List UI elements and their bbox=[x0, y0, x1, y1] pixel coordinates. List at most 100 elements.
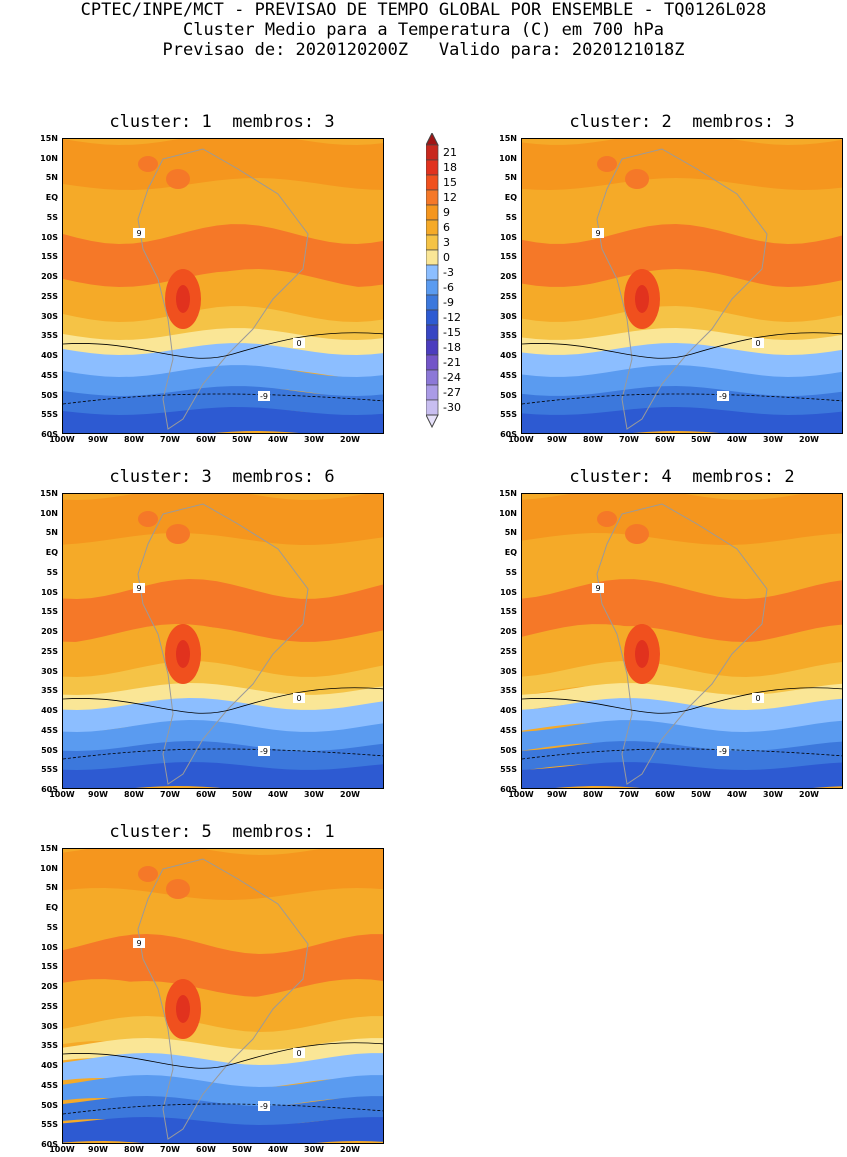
colorbar-swatch bbox=[425, 159, 439, 176]
lon-tick-label: 80W bbox=[124, 1145, 144, 1154]
lon-tick-label: 50W bbox=[232, 790, 252, 799]
lon-tick-label: 40W bbox=[727, 435, 747, 444]
lon-tick-label: 90W bbox=[88, 1145, 108, 1154]
contour-label-warm: 9 bbox=[136, 939, 141, 948]
lon-tick-label: 40W bbox=[727, 790, 747, 799]
colorbar-swatch bbox=[425, 249, 439, 266]
lon-tick-label: 100W bbox=[49, 435, 75, 444]
header-line-3: Previsao de: 2020120200Z Valido para: 20… bbox=[162, 40, 685, 60]
lat-tick-label: 45S bbox=[41, 370, 58, 380]
lat-tick-label: 60S bbox=[500, 785, 517, 794]
lon-tick-label: 100W bbox=[49, 1145, 75, 1154]
lat-tick-label: 10N bbox=[499, 508, 517, 518]
lat-tick-label: 30S bbox=[41, 1021, 58, 1031]
colorbar-swatch bbox=[425, 234, 439, 251]
colorbar-swatch bbox=[425, 309, 439, 326]
lon-tick-label: 20W bbox=[340, 1145, 360, 1154]
lat-tick-label: 15S bbox=[500, 607, 517, 617]
contour-label-zero: 0 bbox=[296, 339, 301, 348]
lon-tick-label: 90W bbox=[88, 435, 108, 444]
lat-tick-label: 25S bbox=[41, 291, 58, 301]
lon-tick-label: 30W bbox=[763, 435, 783, 444]
contour-label-zero: 0 bbox=[296, 694, 301, 703]
lat-tick-label: 15N bbox=[499, 134, 517, 143]
lat-tick-label: 30S bbox=[41, 311, 58, 321]
colorbar-swatch bbox=[425, 354, 439, 371]
lat-tick-label: 50S bbox=[41, 1100, 58, 1110]
cluster-map-5: 9 0 -9 bbox=[62, 848, 384, 1144]
lat-tick-label: 10N bbox=[40, 863, 58, 873]
lat-tick-label: 5N bbox=[45, 883, 58, 893]
lat-tick-label: 30S bbox=[500, 666, 517, 676]
lat-tick-label: 10N bbox=[40, 153, 58, 163]
colorbar-swatch bbox=[425, 339, 439, 356]
cluster-map-4: 9 0 -9 bbox=[521, 493, 843, 789]
lon-tick-label: 60W bbox=[655, 435, 675, 444]
lat-tick-label: 40S bbox=[41, 706, 58, 716]
contour-label-warm: 9 bbox=[595, 584, 600, 593]
colorbar-swatch bbox=[425, 204, 439, 221]
lat-tick-label: 25S bbox=[500, 646, 517, 656]
panel-title-3: cluster: 3 membros: 6 bbox=[109, 467, 335, 487]
colorbar-label: -3 bbox=[443, 266, 454, 279]
lat-tick-label: 40S bbox=[41, 351, 58, 361]
lat-tick-label: 5N bbox=[45, 173, 58, 183]
lon-tick-label: 70W bbox=[619, 435, 639, 444]
lon-tick-label: 40W bbox=[268, 435, 288, 444]
lat-tick-label: 50S bbox=[41, 745, 58, 755]
lat-tick-label: EQ bbox=[45, 903, 58, 913]
lon-tick-label: 100W bbox=[508, 790, 534, 799]
contour-label-cold: -9 bbox=[260, 392, 268, 401]
lon-tick-label: 60W bbox=[196, 1145, 216, 1154]
lon-tick-label: 30W bbox=[304, 790, 324, 799]
cluster-map-2: 9 0 -9 bbox=[521, 138, 843, 434]
colorbar-label: -24 bbox=[443, 371, 461, 384]
colorbar-swatch bbox=[425, 294, 439, 311]
temperature-field: 9 0 -9 bbox=[63, 494, 383, 788]
temperature-field: 9 0 -9 bbox=[522, 494, 842, 788]
lat-tick-label: 35S bbox=[500, 331, 517, 341]
lon-tick-label: 50W bbox=[691, 435, 711, 444]
lat-tick-label: 50S bbox=[500, 390, 517, 400]
lon-tick-label: 80W bbox=[583, 435, 603, 444]
lon-tick-label: 100W bbox=[508, 435, 534, 444]
colorbar-swatch bbox=[425, 264, 439, 281]
contour-label-cold: -9 bbox=[260, 747, 268, 756]
lat-tick-label: 55S bbox=[41, 1120, 58, 1130]
lon-tick-label: 40W bbox=[268, 1145, 288, 1154]
contour-label-cold: -9 bbox=[719, 747, 727, 756]
lat-tick-label: 5N bbox=[504, 528, 517, 538]
colorbar-swatch bbox=[425, 324, 439, 341]
lat-tick-label: 30S bbox=[41, 666, 58, 676]
colorbar-max-arrow bbox=[425, 131, 439, 146]
lat-tick-label: 10N bbox=[499, 153, 517, 163]
lon-tick-label: 30W bbox=[763, 790, 783, 799]
lat-tick-label: 15N bbox=[40, 134, 58, 143]
colorbar-swatch bbox=[425, 384, 439, 401]
contour-label-zero: 0 bbox=[755, 339, 760, 348]
lat-tick-label: 60S bbox=[41, 785, 58, 794]
contour-label-cold: -9 bbox=[719, 392, 727, 401]
lat-tick-label: 15S bbox=[41, 252, 58, 262]
contour-label-warm: 9 bbox=[136, 229, 141, 238]
lat-tick-label: 15S bbox=[41, 962, 58, 972]
lat-tick-label: 20S bbox=[41, 982, 58, 992]
colorbar-swatch bbox=[425, 369, 439, 386]
lat-tick-label: 40S bbox=[500, 351, 517, 361]
lat-tick-label: 60S bbox=[500, 430, 517, 439]
lat-tick-label: 50S bbox=[500, 745, 517, 755]
colorbar-swatch bbox=[425, 174, 439, 191]
panel-title-1: cluster: 1 membros: 3 bbox=[109, 112, 335, 132]
lat-tick-label: 40S bbox=[41, 1061, 58, 1071]
lon-tick-label: 90W bbox=[88, 790, 108, 799]
colorbar-swatch bbox=[425, 189, 439, 206]
colorbar-swatch bbox=[425, 399, 439, 416]
lat-tick-label: 10N bbox=[40, 508, 58, 518]
lon-tick-label: 70W bbox=[619, 790, 639, 799]
lon-tick-label: 50W bbox=[232, 435, 252, 444]
colorbar-swatch bbox=[425, 219, 439, 236]
lat-tick-label: 45S bbox=[41, 725, 58, 735]
lat-tick-label: 45S bbox=[500, 370, 517, 380]
lat-tick-label: 15N bbox=[40, 844, 58, 853]
cluster-map-1: 9 0 -9 bbox=[62, 138, 384, 434]
